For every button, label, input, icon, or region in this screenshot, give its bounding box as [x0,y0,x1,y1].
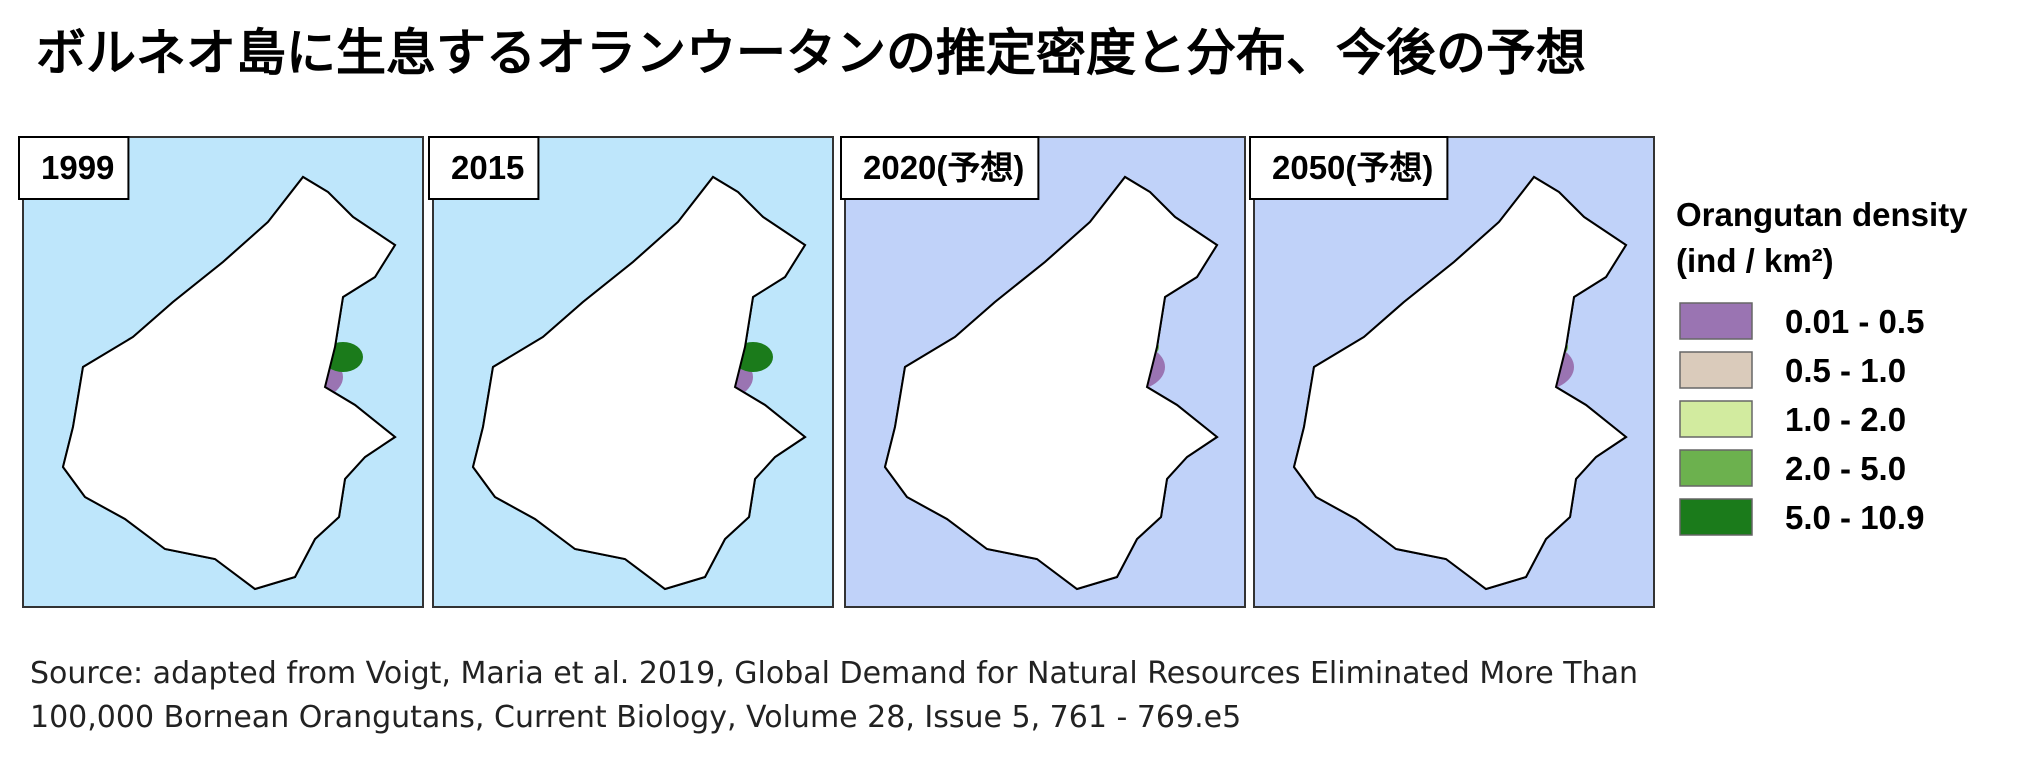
panel-label: 2015 [451,149,524,186]
map-panel: 2020(予想) [840,136,1246,608]
panel-label-box [1249,136,1449,200]
legend-title: Orangutan density [1676,196,1968,233]
legend-swatch [1679,351,1753,389]
legend-swatch [1679,498,1753,536]
panel-label: 2020(予想) [863,149,1024,186]
map-panel: 2050(予想) [1249,136,1655,608]
legend-swatch [1679,449,1753,487]
map-panel: 1999 [18,136,424,608]
legend-label: 0.01 - 0.5 [1785,303,1924,340]
panel-label-box [18,136,130,200]
legend-title: (ind / km²) [1676,242,1834,279]
title: ボルネオ島に生息するオランウータンの推定密度と分布、今後の予想 [36,24,1586,82]
map-panel: 2015 [428,136,834,608]
legend-label: 0.5 - 1.0 [1785,352,1906,389]
legend-label: 5.0 - 10.9 [1785,499,1924,536]
panel-label-box [840,136,1040,200]
legend-swatch [1679,400,1753,438]
legend-swatch [1679,302,1753,340]
source-text: 100,000 Bornean Orangutans, Current Biol… [30,700,1241,735]
source-text: Source: adapted from Voigt, Maria et al.… [30,656,1638,691]
panel-label-box [428,136,540,200]
legend-label: 1.0 - 2.0 [1785,401,1906,438]
panel-label: 2050(予想) [1272,149,1433,186]
panel-label: 1999 [41,149,114,186]
legend-label: 2.0 - 5.0 [1785,450,1906,487]
